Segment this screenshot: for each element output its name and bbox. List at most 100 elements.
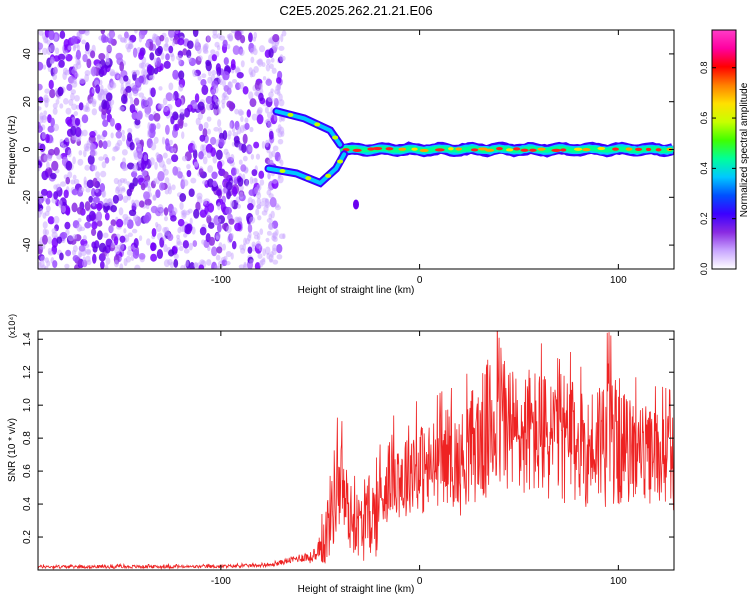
noise-blob — [105, 59, 110, 66]
noise-blob — [119, 61, 125, 72]
noise-blob — [120, 94, 128, 104]
noise-blob — [138, 252, 146, 260]
noise-blob — [103, 88, 108, 95]
noise-blob — [125, 255, 132, 263]
noise-blob — [137, 157, 142, 164]
noise-blob — [134, 77, 142, 88]
lower-branch-peak — [337, 159, 344, 164]
noise-blob — [190, 177, 197, 184]
noise-blob — [91, 66, 97, 77]
noise-blob — [47, 125, 55, 133]
noise-blob — [126, 181, 131, 186]
noise-blob — [265, 237, 270, 243]
noise-blob — [183, 232, 188, 238]
noise-blob — [133, 97, 140, 106]
spectrogram-y-ticks: -40 -20 0 20 40 — [22, 48, 674, 252]
noise-blob — [198, 264, 205, 269]
noise-blob — [155, 223, 162, 233]
noise-blob — [100, 170, 107, 178]
colorbar-tick-label: 0.4 — [699, 162, 709, 175]
noise-blob — [249, 126, 254, 133]
noise-blob — [49, 59, 55, 65]
snr-y-tick-label: 1.0 — [22, 398, 33, 412]
noise-blob — [67, 171, 73, 179]
noise-blob — [163, 43, 169, 52]
noise-blob — [42, 228, 47, 236]
noise-blob — [207, 165, 214, 173]
noise-blob — [133, 238, 139, 248]
noise-blob — [159, 208, 164, 217]
noise-blob — [257, 107, 263, 114]
noise-blob — [206, 116, 212, 122]
noise-blob — [173, 253, 179, 260]
noise-blob — [156, 249, 164, 260]
noise-blob — [253, 65, 259, 74]
colorbar-tick-label: 0.2 — [699, 212, 709, 225]
figure-title: C2E5.2025.262.21.21.E06 — [279, 3, 432, 18]
noise-blob — [138, 92, 145, 98]
noise-blob — [109, 117, 115, 127]
noise-blob — [231, 167, 237, 177]
noise-blob — [229, 200, 235, 208]
noise-blob — [105, 257, 111, 265]
noise-blob — [240, 115, 244, 122]
noise-blob — [54, 88, 59, 96]
noise-blob — [133, 217, 138, 222]
carrier-peak — [484, 148, 495, 152]
snr-panel: -100 0 100 0.2 0.4 0.6 0.8 1.0 1.2 1.4 Height of… — [7, 314, 675, 595]
noise-blob — [132, 47, 138, 58]
noise-blob — [101, 161, 107, 169]
noise-blob — [211, 69, 217, 76]
noise-blob — [176, 234, 180, 240]
noise-blob — [236, 71, 244, 79]
noise-blob — [216, 223, 222, 233]
noise-blob — [134, 264, 141, 269]
noise-blob — [64, 69, 70, 76]
snr-series-line — [38, 331, 674, 570]
noise-blob — [245, 179, 249, 187]
spectrogram-y-tick-label: 20 — [22, 96, 33, 108]
noise-blob — [267, 171, 271, 180]
noise-blob — [143, 154, 148, 162]
noise-blob — [74, 126, 82, 138]
noise-blob — [45, 198, 51, 205]
noise-blob — [223, 255, 228, 261]
noise-blob — [217, 160, 223, 171]
noise-blob — [154, 161, 158, 170]
noise-blob — [249, 176, 254, 185]
noise-blob — [253, 31, 258, 39]
noise-blob — [134, 138, 140, 144]
carrier-peak — [635, 147, 643, 151]
carrier-peak — [478, 147, 488, 151]
noise-blob — [53, 33, 59, 42]
noise-blob — [160, 52, 165, 60]
noise-blob — [198, 168, 204, 176]
spectrogram-x-ticks: -100 0 100 — [211, 30, 627, 286]
noise-blob — [236, 126, 242, 135]
noise-blob — [38, 83, 43, 91]
noise-blob — [78, 186, 85, 193]
noise-blob — [199, 134, 206, 142]
noise-blob — [148, 74, 155, 81]
noise-blob — [150, 142, 157, 151]
noise-blob — [189, 262, 195, 269]
noise-blob — [195, 117, 201, 126]
noise-blob — [121, 129, 125, 135]
noise-blob — [86, 58, 92, 69]
snr-multiplier-label: (x10⁴) — [7, 314, 17, 338]
noise-blob — [105, 45, 113, 53]
noise-blob — [101, 99, 108, 110]
noise-blob — [163, 259, 170, 268]
noise-blob — [155, 38, 161, 47]
noise-blob — [207, 222, 215, 229]
noise-blob — [76, 206, 83, 215]
noise-blob — [52, 107, 58, 115]
noise-blob — [53, 66, 58, 75]
noise-blob — [73, 77, 77, 85]
noise-blob — [39, 143, 46, 153]
noise-blob — [180, 210, 186, 216]
noise-blob — [216, 218, 222, 223]
noise-blob — [272, 33, 280, 43]
noise-blob — [271, 179, 278, 184]
